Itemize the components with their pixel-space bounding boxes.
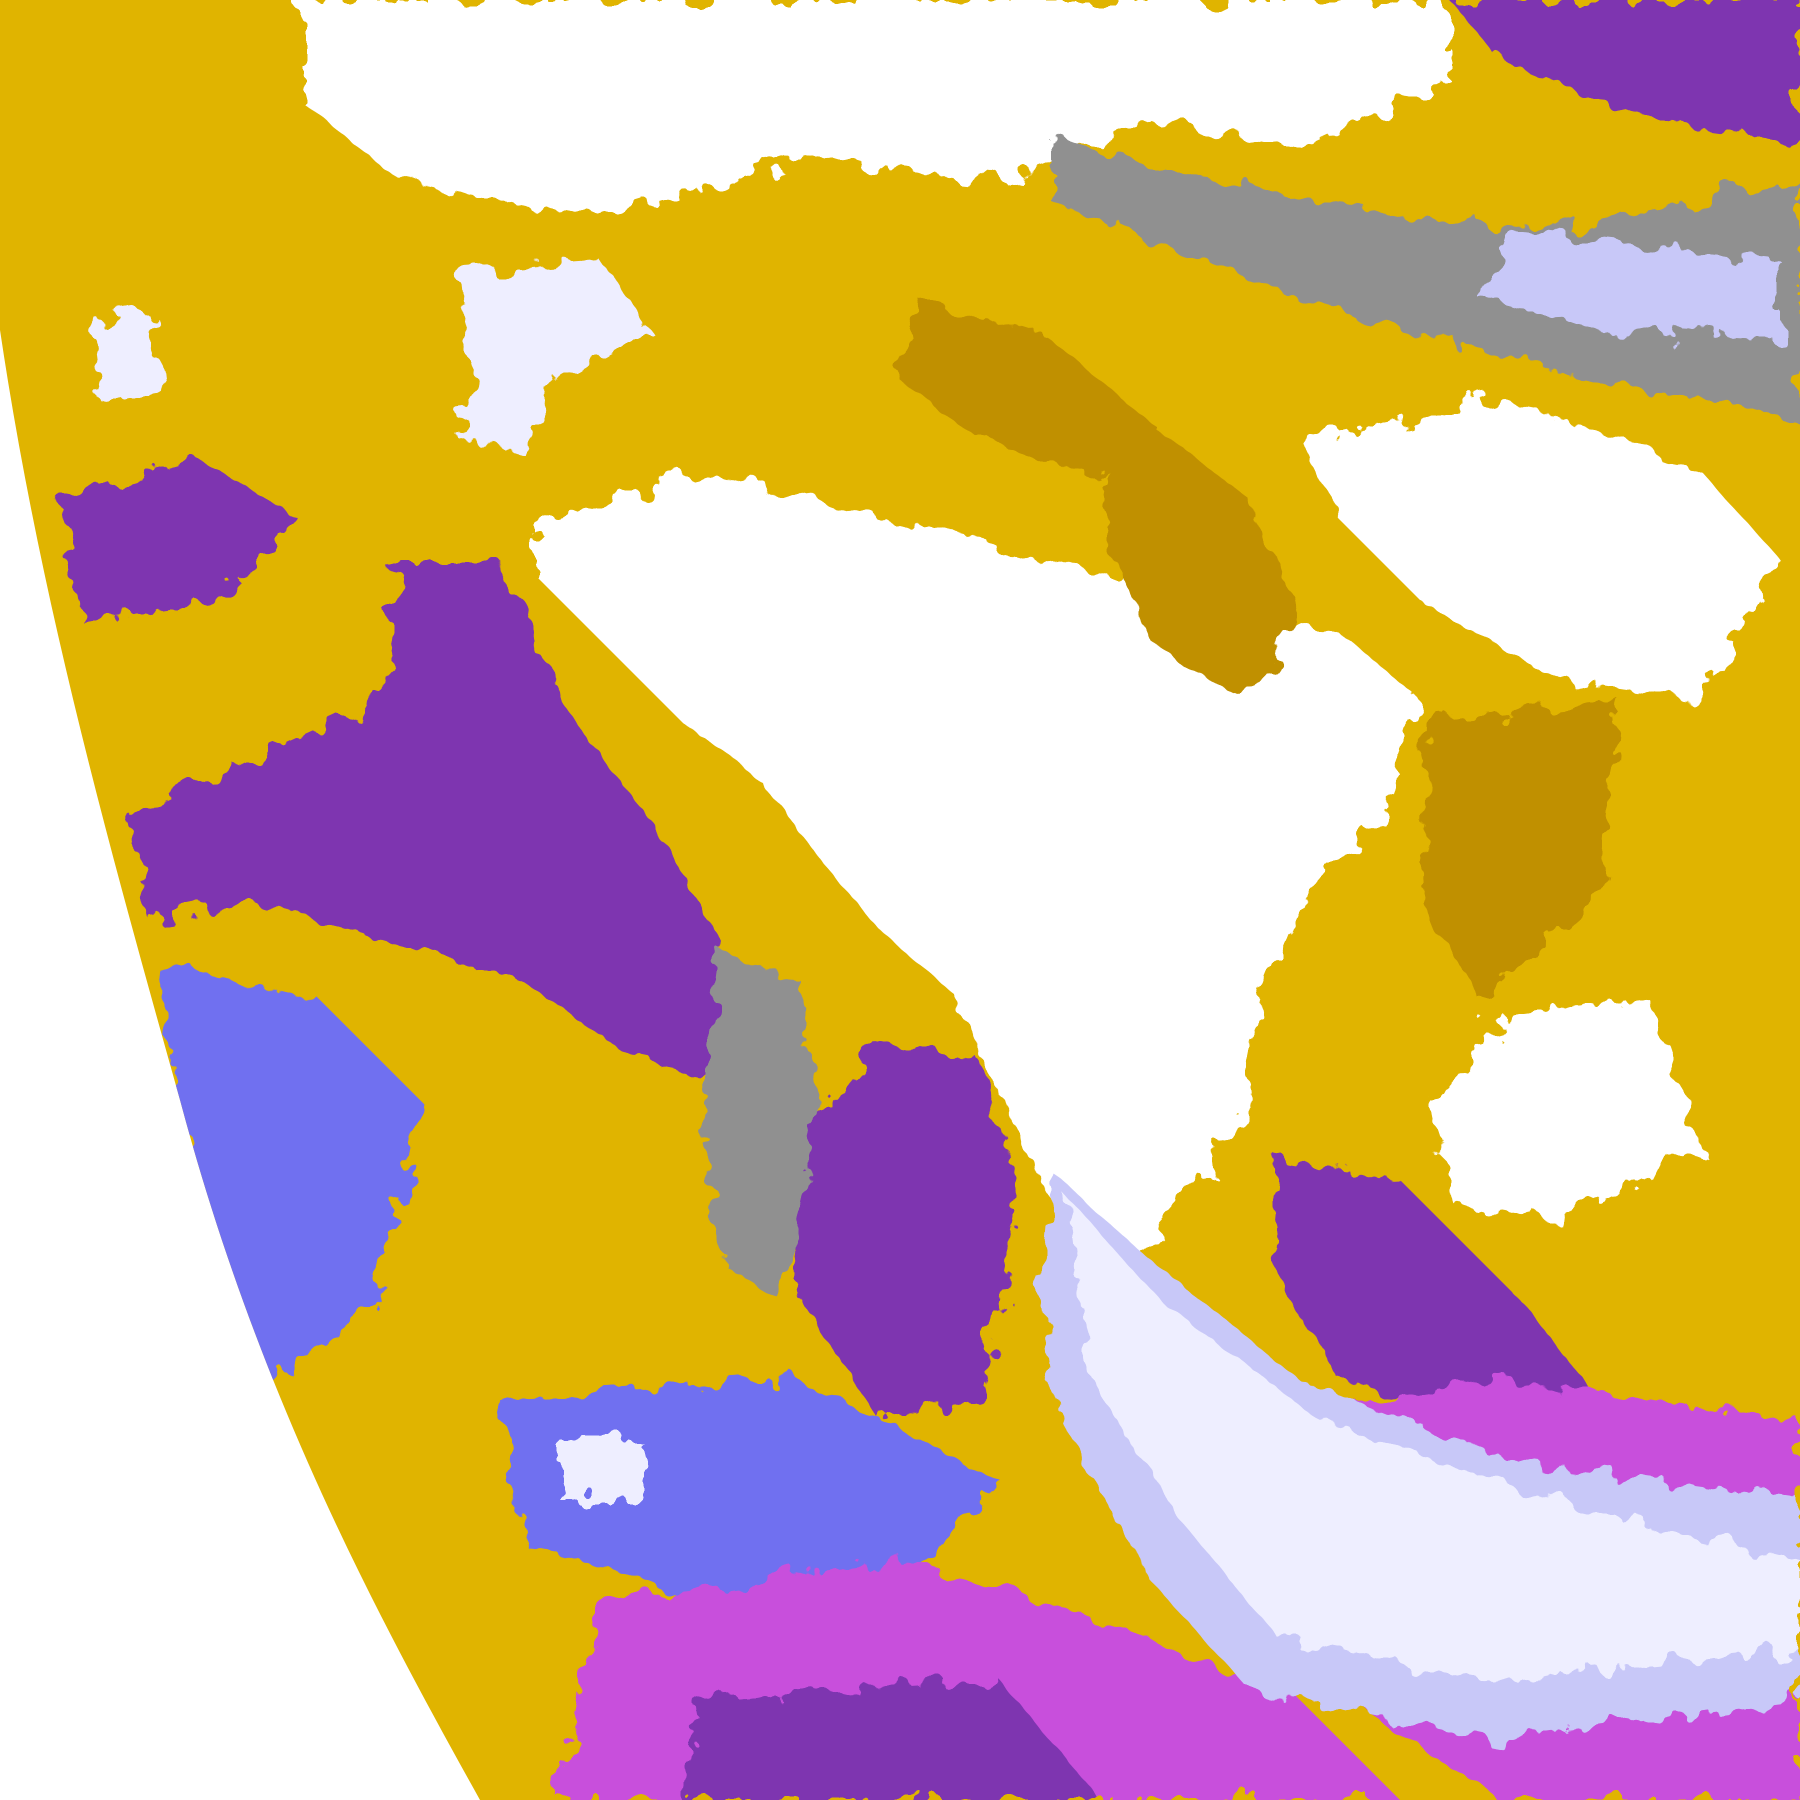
south-east-clear	[1430, 1000, 1700, 1220]
south-lavender-patch	[560, 1440, 640, 1500]
himalaya-dark-gold	[900, 300, 1150, 480]
west-coast-gray	[700, 950, 820, 1300]
south-purple	[680, 1680, 1100, 1800]
cyclone-cloud-core	[1070, 1200, 1800, 1680]
arabian-sea-purple	[130, 560, 740, 1080]
east-clear-land	[1300, 400, 1780, 700]
north-clear-areas	[300, 0, 1450, 220]
south-blue	[500, 1380, 1000, 1600]
east-dark-gold	[1420, 700, 1620, 1000]
ne-lavender-cloud	[1480, 230, 1780, 340]
north-gray-cloud-band	[1050, 140, 1800, 420]
south-west-blue	[150, 960, 420, 1400]
north-lavender-clouds	[460, 260, 650, 450]
north-east-purple	[1450, 0, 1800, 140]
bay-of-bengal-purple	[1270, 1160, 1600, 1420]
bengal-dark-gold	[1100, 400, 1300, 700]
west-purple-band	[60, 460, 300, 620]
west-lavender-cloud	[90, 310, 160, 400]
bay-purple	[780, 1040, 1020, 1420]
